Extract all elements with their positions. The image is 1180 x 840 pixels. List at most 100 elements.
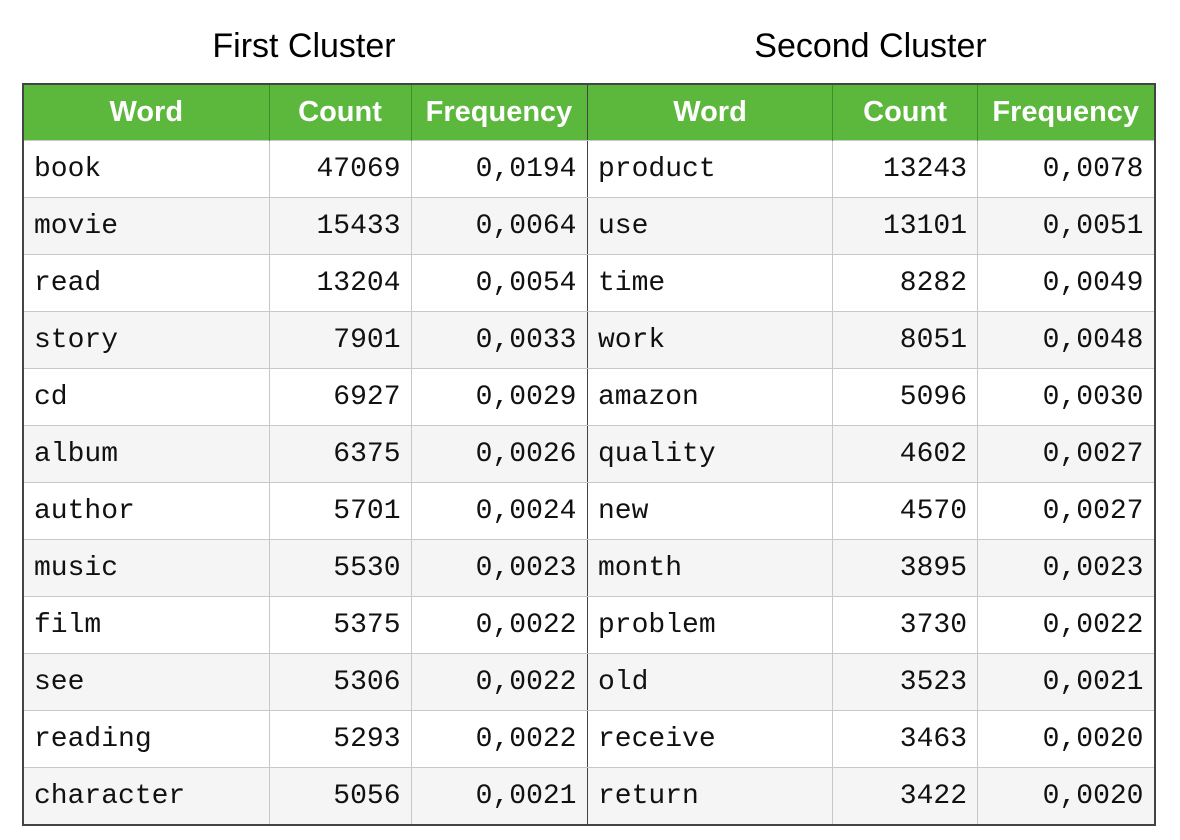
count-cell: 6927 — [269, 368, 412, 426]
word-cell: film — [23, 596, 270, 654]
table-row: reading 5293 0,0022 — [23, 710, 587, 768]
count-cell: 3895 — [832, 539, 978, 597]
count-cell: 8282 — [832, 254, 978, 312]
count-cell: 8051 — [832, 311, 978, 369]
column-header-frequency: Frequency — [977, 84, 1155, 141]
count-cell: 7901 — [269, 311, 412, 369]
frequency-cell: 0,0022 — [411, 653, 587, 711]
table-row: quality 4602 0,0027 — [587, 425, 1155, 483]
word-cell: return — [587, 767, 833, 825]
frequency-cell: 0,0054 — [411, 254, 587, 312]
frequency-cell: 0,0033 — [411, 311, 587, 369]
word-cell: story — [23, 311, 270, 369]
frequency-cell: 0,0022 — [411, 596, 587, 654]
frequency-cell: 0,0078 — [977, 140, 1155, 198]
word-cell: receive — [587, 710, 833, 768]
table-row: new 4570 0,0027 — [587, 482, 1155, 540]
count-cell: 5293 — [269, 710, 412, 768]
frequency-cell: 0,0023 — [411, 539, 587, 597]
frequency-cell: 0,0022 — [977, 596, 1155, 654]
count-cell: 6375 — [269, 425, 412, 483]
table-row: album 6375 0,0026 — [23, 425, 587, 483]
frequency-cell: 0,0026 — [411, 425, 587, 483]
column-header-word: Word — [23, 84, 270, 141]
word-cell: problem — [587, 596, 833, 654]
word-cell: product — [587, 140, 833, 198]
table-row: read 13204 0,0054 — [23, 254, 587, 312]
table-row: receive 3463 0,0020 — [587, 710, 1155, 768]
first-cluster-title: First Cluster — [212, 27, 396, 65]
count-cell: 5306 — [269, 653, 412, 711]
frequency-cell: 0,0023 — [977, 539, 1155, 597]
table-row: film 5375 0,0022 — [23, 596, 587, 654]
frequency-cell: 0,0048 — [977, 311, 1155, 369]
second-cluster-table: Word Count Frequency product 13243 0,0078 u… — [587, 83, 1156, 826]
count-cell: 3730 — [832, 596, 978, 654]
table-row: book 47069 0,0194 — [23, 140, 587, 198]
table-row: work 8051 0,0048 — [587, 311, 1155, 369]
word-cell: time — [587, 254, 833, 312]
word-cell: new — [587, 482, 833, 540]
count-cell: 5056 — [269, 767, 412, 825]
table-row: music 5530 0,0023 — [23, 539, 587, 597]
frequency-cell: 0,0029 — [411, 368, 587, 426]
count-cell: 3463 — [832, 710, 978, 768]
word-cell: reading — [23, 710, 270, 768]
table-row: old 3523 0,0021 — [587, 653, 1155, 711]
table-row: character 5056 0,0021 — [23, 767, 587, 825]
word-cell: album — [23, 425, 270, 483]
frequency-cell: 0,0020 — [977, 710, 1155, 768]
word-cell: use — [587, 197, 833, 255]
count-cell: 3422 — [832, 767, 978, 825]
count-cell: 5096 — [832, 368, 978, 426]
word-cell: see — [23, 653, 270, 711]
table-row: product 13243 0,0078 — [587, 140, 1155, 198]
table-row: story 7901 0,0033 — [23, 311, 587, 369]
frequency-cell: 0,0030 — [977, 368, 1155, 426]
first-cluster-table: Word Count Frequency book 47069 0,0194 movi… — [22, 83, 588, 826]
word-cell: music — [23, 539, 270, 597]
column-header-word: Word — [587, 84, 833, 141]
count-cell: 13243 — [832, 140, 978, 198]
column-header-frequency: Frequency — [411, 84, 587, 141]
word-cell: author — [23, 482, 270, 540]
count-cell: 5701 — [269, 482, 412, 540]
column-header-count: Count — [832, 84, 978, 141]
count-cell: 15433 — [269, 197, 412, 255]
word-cell: character — [23, 767, 270, 825]
word-cell: work — [587, 311, 833, 369]
frequency-cell: 0,0194 — [411, 140, 587, 198]
count-cell: 4570 — [832, 482, 978, 540]
table-row: author 5701 0,0024 — [23, 482, 587, 540]
frequency-cell: 0,0049 — [977, 254, 1155, 312]
word-cell: month — [587, 539, 833, 597]
frequency-cell: 0,0024 — [411, 482, 587, 540]
frequency-cell: 0,0027 — [977, 425, 1155, 483]
table-row: see 5306 0,0022 — [23, 653, 587, 711]
word-cell: read — [23, 254, 270, 312]
count-cell: 13101 — [832, 197, 978, 255]
table-row: month 3895 0,0023 — [587, 539, 1155, 597]
second-cluster-title: Second Cluster — [754, 27, 987, 65]
word-cell: cd — [23, 368, 270, 426]
table-row: use 13101 0,0051 — [587, 197, 1155, 255]
frequency-cell: 0,0021 — [411, 767, 587, 825]
word-cell: quality — [587, 425, 833, 483]
count-cell: 13204 — [269, 254, 412, 312]
count-cell: 4602 — [832, 425, 978, 483]
table-header-row: Word Count Frequency — [23, 84, 587, 141]
table-row: return 3422 0,0020 — [587, 767, 1155, 825]
frequency-cell: 0,0051 — [977, 197, 1155, 255]
word-cell: amazon — [587, 368, 833, 426]
word-cell: book — [23, 140, 270, 198]
table-row: movie 15433 0,0064 — [23, 197, 587, 255]
word-cell: movie — [23, 197, 270, 255]
frequency-cell: 0,0021 — [977, 653, 1155, 711]
table-row: problem 3730 0,0022 — [587, 596, 1155, 654]
count-cell: 3523 — [832, 653, 978, 711]
table-row: cd 6927 0,0029 — [23, 368, 587, 426]
count-cell: 47069 — [269, 140, 412, 198]
count-cell: 5530 — [269, 539, 412, 597]
word-cell: old — [587, 653, 833, 711]
frequency-cell: 0,0064 — [411, 197, 587, 255]
